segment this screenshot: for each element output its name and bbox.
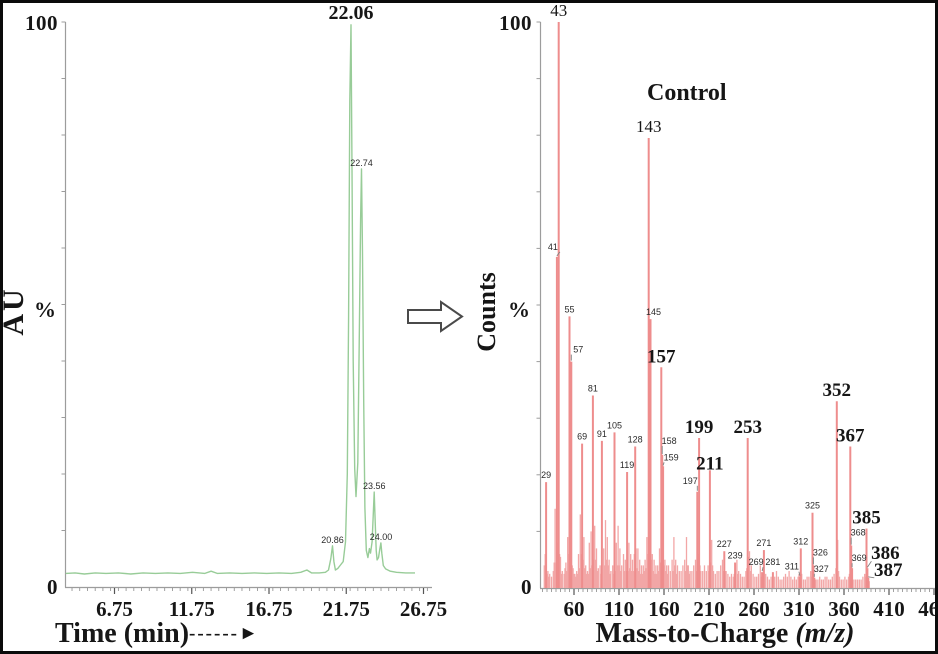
left-y-max-label: 100 [25,11,58,35]
right-y-min-label: 0 [521,575,532,599]
x-tick-label: 260 [738,597,770,621]
right-y-unit-label: % [508,297,530,322]
mz-peak-label: 269 [749,557,764,567]
mz-peak-label: 128 [628,435,643,445]
x-tick-label: 410 [873,597,905,621]
spectrum-annotation: Control [647,80,727,106]
mz-peak-label: 369 [852,553,867,563]
x-tick-label: 110 [604,597,634,621]
mz-peak-label: 271 [756,538,771,548]
mz-peak-label: 158 [662,436,677,446]
x-tick-label: 160 [648,597,680,621]
retention-time-label: 22.74 [350,158,373,168]
mz-peak-label: 239 [728,551,743,561]
right-y-max-label: 100 [499,11,532,35]
mz-peak-label: 55 [564,304,574,314]
mz-peak-label: 312 [793,536,808,546]
right-y-axis-title: Counts [472,272,501,352]
mz-peak-label: 69 [577,432,587,442]
label-leader-line [798,571,801,576]
mz-peak-label: 281 [765,557,780,567]
left-y-min-label: 0 [47,575,58,599]
mz-peak-label: 311 [785,562,799,572]
mz-peak-label: 197 [683,476,698,486]
mz-peak-label: 143 [636,117,662,136]
mz-unit-label: (m/z) [795,618,855,649]
retention-time-label: 23.56 [363,481,386,491]
left-y-unit-label: % [34,297,56,322]
right-x-axis-title-text: Mass-to-Charge [595,618,789,649]
mass-spectrum-plot: 60 110 160 210 260 310 360 410 460 29 41 43 55 57 69 81… [536,1,938,621]
x-tick-label: 11.75 [169,597,215,621]
right-block-arrow-icon [407,300,464,333]
label-leader-line [868,576,875,579]
label-leader-line [662,462,665,466]
mz-peak-label: 227 [717,539,732,549]
mz-peak-label: 157 [647,346,676,367]
mz-peak-label: 385 [852,508,881,529]
x-tick-label: 460 [918,597,938,621]
right-x-axis-title: Mass-to-Charge (m/z) [560,618,890,650]
mz-peak-label: 57 [573,345,583,355]
retention-time-label: 20.86 [321,535,344,545]
chromatogram-plot: 6.75 11.75 16.75 21.75 26.75 22.06 22.74 20.86 2… [61,2,447,621]
label-leader-line [556,251,561,257]
x-tick-label: 6.75 [96,597,133,621]
mz-peak-label: 327 [814,564,829,574]
mz-peak-label: 159 [664,452,679,462]
mz-peak-label: 105 [607,420,622,430]
x-tick-label: 360 [828,597,860,621]
mz-peak-label: 41 [548,242,558,252]
mz-peak-label: 387 [874,560,903,581]
mz-peak-label: 91 [597,429,607,439]
mz-peak-label: 367 [836,426,865,447]
x-tick-label: 21.75 [323,597,370,621]
retention-time-label: 22.06 [329,2,374,24]
x-tick-label: 60 [564,597,585,621]
mz-peak-label: 211 [696,453,723,474]
mz-peak-label: 119 [620,460,634,470]
mz-peak-label: 81 [588,384,598,394]
x-tick-label: 310 [783,597,815,621]
label-leader-line [867,560,872,568]
x-tick-label: 26.75 [400,597,447,621]
retention-time-label: 24.00 [370,532,393,542]
left-x-axis-title-text: Time (min) [55,618,190,649]
mz-peak-label: 386 [871,543,900,564]
chromatogram-trace [65,24,415,575]
mz-peak-label: 326 [813,547,828,557]
x-tick-label: 210 [693,597,725,621]
mz-peak-label: 29 [541,470,551,480]
mz-peak-label: 352 [823,380,852,401]
mz-peak-label: 43 [550,1,567,20]
mz-peak-label: 145 [646,307,661,317]
mz-peak-label: 325 [805,501,820,511]
time-axis-dashed-arrow: ------► [189,623,260,644]
left-x-axis-title: Time (min)------► [55,618,260,650]
mz-peak-label: 368 [851,528,866,538]
left-y-axis-title: AU [0,286,30,336]
mz-peak-label: 253 [733,417,762,438]
label-leader-line [761,567,764,572]
x-tick-label: 16.75 [245,597,292,621]
mz-peak-label: 199 [685,417,714,438]
